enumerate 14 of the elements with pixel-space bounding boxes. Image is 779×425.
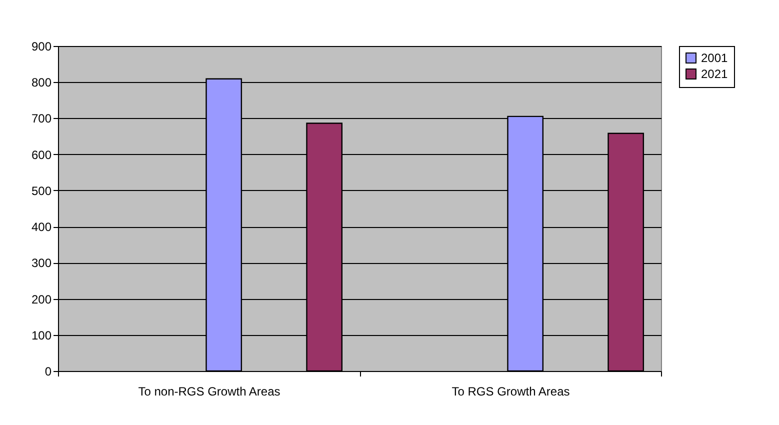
x-tick-label: To RGS Growth Areas [452,384,570,398]
y-tick-label: 200 [31,292,52,306]
y-tick-label: 700 [31,112,52,126]
y-tick-label: 0 [44,364,52,378]
legend-label: 2001 [701,51,728,65]
legend-label: 2021 [701,67,728,81]
y-tick-label: 500 [31,184,52,198]
y-tick-label: 600 [31,148,52,162]
y-tick-label: 100 [31,328,52,342]
y-tick-label: 400 [31,220,52,234]
y-tick-label: 300 [31,256,52,270]
y-tick-label: 800 [31,76,52,90]
x-tick-label: To non-RGS Growth Areas [138,384,280,398]
y-tick-label: 900 [31,40,52,54]
